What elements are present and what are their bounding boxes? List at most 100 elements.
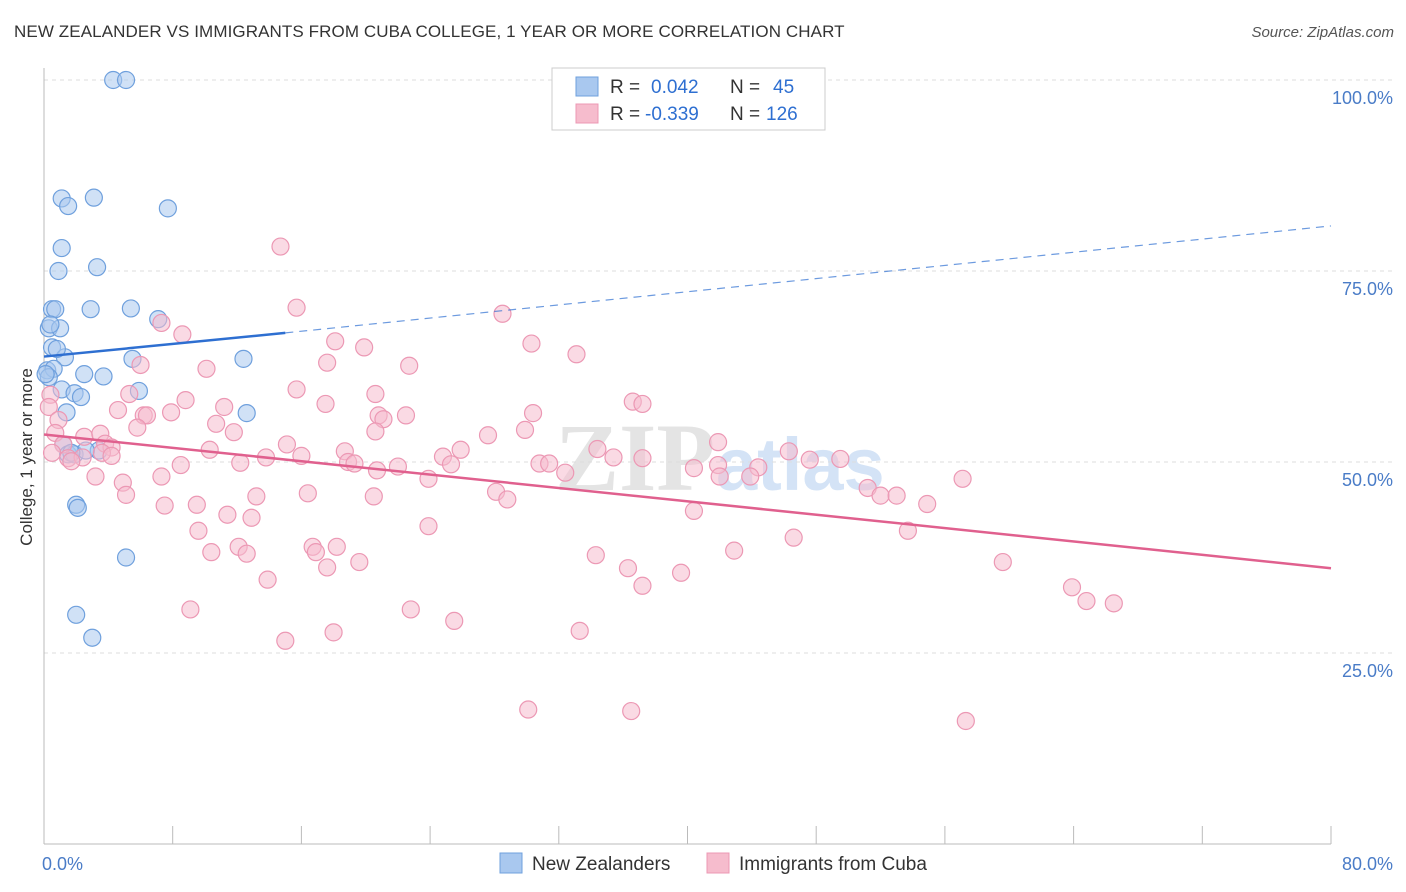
cuba-point-72	[171, 455, 190, 475]
stats-r-label-1: R =	[610, 77, 640, 98]
cuba-point-99	[419, 517, 438, 536]
cuba-point-29	[523, 404, 543, 423]
cuba-point-45	[277, 435, 297, 454]
cuba-point-124	[570, 621, 589, 640]
cuba-point-88	[247, 487, 266, 506]
new-zealanders-point-19	[234, 349, 253, 368]
new-zealanders-point-5	[158, 199, 177, 218]
cuba-point-95	[918, 494, 937, 514]
new-zealanders-point-8	[87, 258, 107, 277]
cuba-point-8	[567, 345, 586, 364]
new-zealanders-point-37	[116, 548, 136, 567]
cuba-point-97	[218, 505, 237, 524]
cuba-point-77	[741, 467, 760, 486]
cuba-point-51	[779, 442, 798, 461]
cuba-point-125	[324, 623, 343, 642]
y-tick-label-1: 50.0%	[1342, 470, 1393, 490]
cuba-point-116	[258, 570, 277, 589]
trend-lines	[43, 225, 1332, 570]
cuba-point-78	[953, 469, 972, 488]
cuba-point-2	[493, 304, 512, 323]
cuba-point-86	[298, 484, 317, 503]
cuba-point-105	[327, 537, 346, 556]
x-tick-labels: 0.0% 80.0%	[42, 854, 1393, 874]
cuba-point-127	[519, 700, 538, 719]
new-zealanders-point-11	[81, 300, 100, 319]
y-tick-label-2: 75.0%	[1342, 279, 1393, 299]
cuba-point-96	[684, 501, 704, 520]
new-zealanders-points	[36, 70, 256, 647]
cuba-point-111	[350, 552, 369, 572]
cuba-point-106	[202, 543, 221, 562]
cuba-point-5	[326, 332, 345, 351]
cuba-point-1	[287, 298, 306, 317]
cuba-point-119	[1077, 591, 1096, 611]
cuba-point-0	[271, 237, 290, 256]
cuba-point-80	[152, 467, 171, 486]
cuba-point-44	[200, 440, 219, 459]
cuba-point-37	[478, 426, 498, 445]
cuba-point-93	[155, 496, 174, 515]
y-tick-labels: 25.0% 50.0% 75.0% 100.0%	[1332, 88, 1393, 681]
stats-legend: R = 0.042 N = 45 R = -0.339 N = 126	[551, 67, 826, 131]
watermark-atlas: atlas	[716, 423, 885, 506]
source-label: Source: ZipAtlas.com	[1251, 24, 1394, 41]
stats-r-value-1: 0.042	[651, 77, 699, 98]
series-legend: New Zealanders Immigrants from Cuba	[499, 852, 927, 875]
chart-title: NEW ZEALANDER VS IMMIGRANTS FROM CUBA CO…	[14, 22, 845, 41]
new-zealanders-point-23	[75, 365, 94, 384]
cuba-point-32	[207, 414, 226, 433]
cuba-point-64	[540, 454, 559, 473]
cuba-point-39	[75, 427, 94, 446]
cuba-point-49	[633, 449, 652, 468]
cuba-point-21	[39, 397, 58, 417]
cuba-point-126	[276, 631, 295, 650]
cuba-point-15	[633, 394, 652, 414]
cuba-point-117	[633, 576, 652, 595]
cuba-point-102	[784, 528, 803, 547]
cuba-point-50	[708, 433, 728, 452]
cuba-point-17	[176, 391, 195, 410]
cuba-trend-line	[43, 433, 1332, 570]
x-tick-label-1: 80.0%	[1342, 854, 1393, 874]
cuba-point-108	[306, 543, 325, 562]
cuba-point-25	[161, 403, 181, 422]
cuba-point-91	[871, 486, 890, 505]
stats-r-value-2: -0.339	[645, 104, 699, 125]
cuba-point-100	[189, 521, 208, 540]
cuba-point-123	[445, 611, 464, 631]
cuba-point-47	[451, 440, 470, 459]
cuba-point-101	[898, 521, 917, 540]
y-tick-label-0: 25.0%	[1342, 661, 1393, 681]
cuba-point-34	[224, 423, 243, 442]
cuba-point-79	[556, 463, 575, 482]
cuba-point-109	[586, 546, 605, 565]
cuba-point-4	[152, 313, 171, 333]
cuba-point-128	[622, 701, 641, 721]
y-tick-label-3: 100.0%	[1332, 88, 1393, 108]
cuba-point-92	[887, 486, 906, 505]
new-zealanders-trend-solid	[43, 331, 286, 358]
cuba-point-107	[237, 544, 256, 563]
new-zealanders-point-7	[49, 261, 68, 281]
new-zealanders-trend-dashed	[285, 225, 1332, 334]
y-axis-label: College, 1 year or more	[17, 368, 36, 546]
new-zealanders-point-12	[121, 299, 140, 318]
cuba-point-121	[181, 600, 200, 619]
new-zealanders-point-6	[52, 238, 71, 258]
stats-n-label-2: N =	[730, 104, 760, 125]
cuba-point-35	[366, 422, 385, 441]
new-zealanders-point-28	[71, 387, 91, 407]
cuba-point-69	[800, 450, 819, 469]
cuba-point-56	[102, 446, 121, 465]
cuba-point-48	[588, 439, 607, 459]
cuba-point-13	[400, 356, 419, 375]
cuba-point-6	[355, 338, 374, 357]
new-zealanders-point-30	[237, 404, 256, 423]
cuba-point-98	[242, 508, 261, 527]
cuba-point-113	[318, 558, 337, 577]
cuba-point-81	[86, 467, 105, 486]
stats-r-label-2: R =	[610, 104, 640, 125]
legend-label-new-zealanders: New Zealanders	[532, 854, 670, 875]
cuba-point-112	[993, 552, 1012, 572]
